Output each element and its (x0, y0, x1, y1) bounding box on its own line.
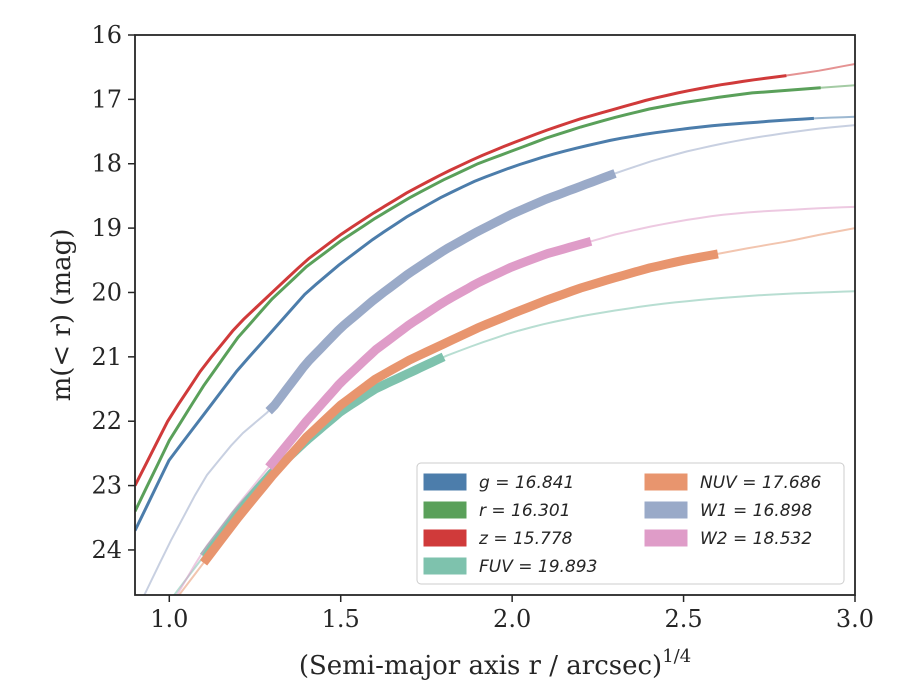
series-nuv (177, 227, 855, 595)
series-r (135, 84, 855, 512)
series-data-band (200, 249, 719, 566)
legend-entry: FUV = 19.893 (479, 557, 597, 577)
x-axis-title: (Semi-major axis r / arcsec)1/4 (299, 646, 691, 681)
y-tick-label: 23 (91, 472, 122, 500)
series-data-band (135, 116, 814, 532)
legend-swatch (423, 529, 467, 547)
x-tick-label: 2.5 (664, 605, 702, 633)
series-w2 (175, 205, 855, 595)
y-tick-label: 20 (91, 278, 122, 306)
legend-swatch (423, 501, 467, 519)
legend-entry: W2 = 18.532 (700, 529, 812, 549)
series-g (135, 115, 855, 532)
series-model-line (177, 227, 855, 595)
y-tick-label: 17 (91, 85, 122, 113)
plot-series-layer (135, 63, 855, 595)
series-data-band (265, 236, 593, 471)
x-tick-label: 1.5 (322, 605, 360, 633)
legend-entry: NUV = 17.686 (700, 473, 822, 493)
x-tick-label: 3.0 (836, 605, 874, 633)
legend-entry: z = 15.778 (478, 529, 573, 549)
plot-frame (134, 34, 856, 596)
legend: g = 16.841 r = 16.301 z = 15.778 FUV = 19.8… (416, 462, 845, 585)
series-data-band (200, 352, 446, 560)
y-tick-label: 24 (91, 536, 122, 564)
x-tick-label: 1.0 (150, 605, 188, 633)
legend-swatch (423, 473, 467, 491)
x-axis-ticks: 1.0 1.5 2.0 2.5 3.0 (150, 595, 874, 633)
y-tick-label: 22 (91, 407, 122, 435)
y-tick-label: 18 (91, 150, 122, 178)
y-tick-label: 21 (91, 343, 122, 371)
series-data-band (265, 169, 617, 415)
series-data-band (135, 74, 787, 487)
y-axis-ticks: 16 17 18 19 20 21 22 23 24 (91, 21, 135, 564)
series-data-band (135, 86, 821, 512)
legend-swatch (644, 473, 688, 491)
legend-swatch (644, 529, 688, 547)
legend-entry: W1 = 16.898 (700, 501, 812, 521)
y-tick-label: 19 (91, 214, 122, 242)
y-tick-label: 16 (91, 21, 122, 49)
x-tick-label: 2.0 (493, 605, 531, 633)
legend-swatch (423, 557, 467, 575)
legend-swatch (644, 501, 688, 519)
series-w1 (143, 124, 855, 595)
y-axis-title: m(< r) (mag) (47, 229, 77, 402)
legend-box (416, 462, 845, 585)
legend-entry: r = 16.301 (479, 501, 571, 521)
series-z (135, 63, 855, 487)
legend-entry: g = 16.841 (479, 473, 574, 493)
